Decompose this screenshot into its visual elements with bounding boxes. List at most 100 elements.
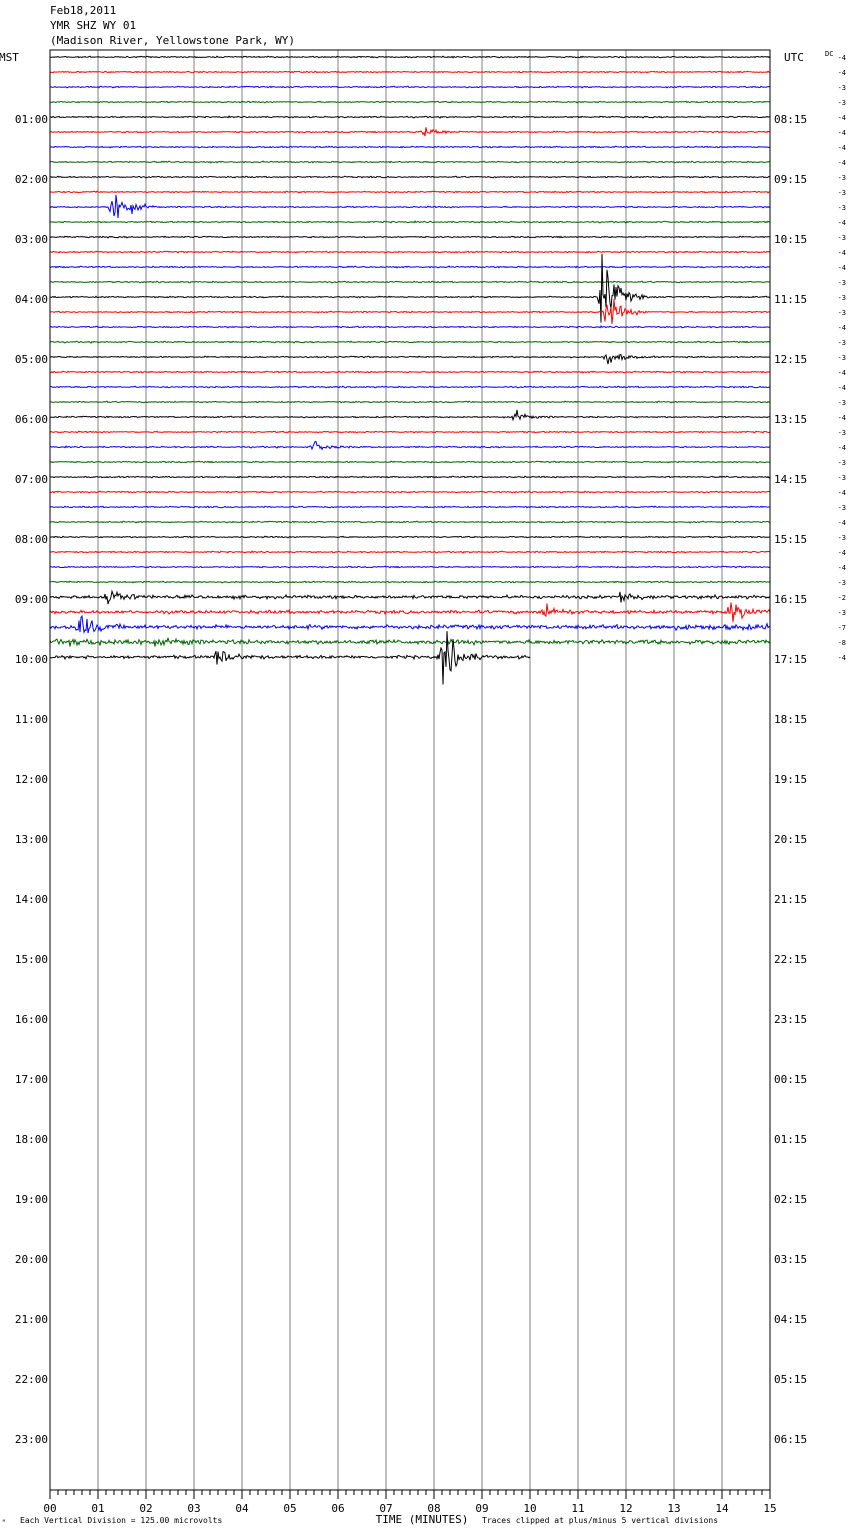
left-hour-label: 22:00 — [15, 1373, 48, 1386]
x-tick-label: 02 — [139, 1502, 152, 1515]
trace-34 — [49, 565, 771, 569]
trace-30 — [49, 505, 771, 509]
station-code: YMR SHZ WY 01 — [50, 19, 137, 32]
dc-offset-label: -3 — [838, 474, 846, 482]
corner-mark: ᴹ — [2, 1519, 6, 1526]
x-tick-label: 10 — [523, 1502, 536, 1515]
dc-offset-label: -4 — [838, 489, 846, 497]
dc-offset-label: -4 — [838, 444, 846, 452]
left-hour-label: 08:00 — [15, 533, 48, 546]
trace-24 — [49, 409, 771, 422]
trace-0 — [49, 55, 771, 59]
trace-9 — [49, 190, 770, 194]
left-hour-label: 20:00 — [15, 1253, 48, 1266]
minute-gridlines — [97, 50, 723, 1490]
right-hour-label: 04:15 — [774, 1313, 807, 1326]
dc-offset-label: -4 — [838, 144, 846, 152]
trace-3 — [49, 100, 770, 104]
trace-38 — [49, 614, 771, 635]
trace-36 — [49, 589, 771, 605]
dc-offset-label: -4 — [838, 114, 846, 122]
right-hour-label: 11:15 — [774, 293, 807, 306]
trace-23 — [50, 400, 771, 404]
right-hour-label: 19:15 — [774, 773, 807, 786]
dc-offset-label: -4 — [838, 129, 846, 137]
dc-offset-label: -3 — [838, 504, 846, 512]
dc-offset-label: -3 — [838, 204, 846, 212]
left-hour-label: 21:00 — [15, 1313, 48, 1326]
trace-8 — [49, 175, 771, 179]
x-tick-label: 14 — [715, 1502, 729, 1515]
x-tick-label: 12 — [619, 1502, 632, 1515]
left-hour-label: 14:00 — [15, 893, 48, 906]
x-tick-label: 08 — [427, 1502, 440, 1515]
trace-25 — [49, 430, 771, 434]
right-hour-label: 06:15 — [774, 1433, 807, 1446]
trace-13 — [49, 250, 771, 254]
right-hour-label: 15:15 — [774, 533, 807, 546]
x-tick-label: 06 — [331, 1502, 344, 1515]
left-hour-label: 04:00 — [15, 293, 48, 306]
right-hour-label: 22:15 — [774, 953, 807, 966]
x-tick-label: 03 — [187, 1502, 200, 1515]
dc-offset-label: -3 — [838, 234, 846, 242]
left-hour-label: 19:00 — [15, 1193, 48, 1206]
trace-22 — [50, 385, 771, 389]
right-hour-label: 14:15 — [774, 473, 807, 486]
x-tick-label: 00 — [43, 1502, 56, 1515]
right-hour-label: 20:15 — [774, 833, 807, 846]
right-hour-label: 16:15 — [774, 593, 807, 606]
dc-offset-label: -3 — [838, 279, 846, 287]
dc-offset-label: -3 — [838, 354, 846, 362]
left-hour-label: 06:00 — [15, 413, 48, 426]
dc-offset-label: -8 — [838, 639, 846, 647]
dc-offset-label: -4 — [838, 564, 846, 572]
trace-15 — [49, 280, 771, 284]
left-hour-label: 15:00 — [15, 953, 48, 966]
x-axis-ticks — [49, 1490, 771, 1499]
dc-offset-label: -7 — [838, 624, 846, 632]
trace-18 — [49, 325, 770, 329]
trace-4 — [49, 115, 770, 119]
dc-offset-label: -4 — [838, 249, 846, 257]
left-hour-label: 11:00 — [15, 713, 48, 726]
left-hour-label: 10:00 — [15, 653, 48, 666]
dc-offset-label: -4 — [838, 159, 846, 167]
dc-label: DC — [825, 50, 833, 58]
right-hour-label: 05:15 — [774, 1373, 807, 1386]
dc-offset-label: -4 — [838, 69, 846, 77]
trace-33 — [49, 550, 771, 554]
right-hour-label: 23:15 — [774, 1013, 807, 1026]
dc-offset-label: -3 — [838, 459, 846, 467]
trace-11 — [49, 220, 771, 224]
axis-labels: 00 01 02 03 04 05 06 07 08 09 10 11 12 13 14 15 TIME (MI… — [0, 50, 846, 1526]
dc-offset-label: -3 — [838, 579, 846, 587]
x-tick-label: 15 — [763, 1502, 776, 1515]
trace-17 — [49, 299, 771, 325]
left-hour-label: 01:00 — [15, 113, 48, 126]
x-tick-label: 01 — [91, 1502, 104, 1515]
right-hour-label: 12:15 — [774, 353, 807, 366]
right-hour-label: 02:15 — [774, 1193, 807, 1206]
left-hour-label: 12:00 — [15, 773, 48, 786]
trace-19 — [49, 340, 770, 344]
left-hour-label: 23:00 — [15, 1433, 48, 1446]
right-hour-label: 03:15 — [774, 1253, 807, 1266]
trace-5 — [49, 127, 771, 137]
right-hour-label: 18:15 — [774, 713, 807, 726]
right-hour-label: 21:15 — [774, 893, 807, 906]
trace-1 — [49, 70, 771, 74]
dc-offset-label: -3 — [838, 309, 846, 317]
dc-offset-label: -3 — [838, 294, 846, 302]
dc-offset-label: -4 — [838, 54, 846, 62]
right-hour-label: 01:15 — [774, 1133, 807, 1146]
trace-12 — [49, 235, 770, 239]
left-hour-label: 03:00 — [15, 233, 48, 246]
dc-offset-label: -4 — [838, 264, 846, 272]
trace-20 — [49, 353, 771, 365]
station-location: (Madison River, Yellowstone Park, WY) — [50, 34, 296, 47]
trace-10 — [49, 194, 771, 219]
x-tick-label: 05 — [283, 1502, 296, 1515]
right-hour-label: 10:15 — [774, 233, 807, 246]
